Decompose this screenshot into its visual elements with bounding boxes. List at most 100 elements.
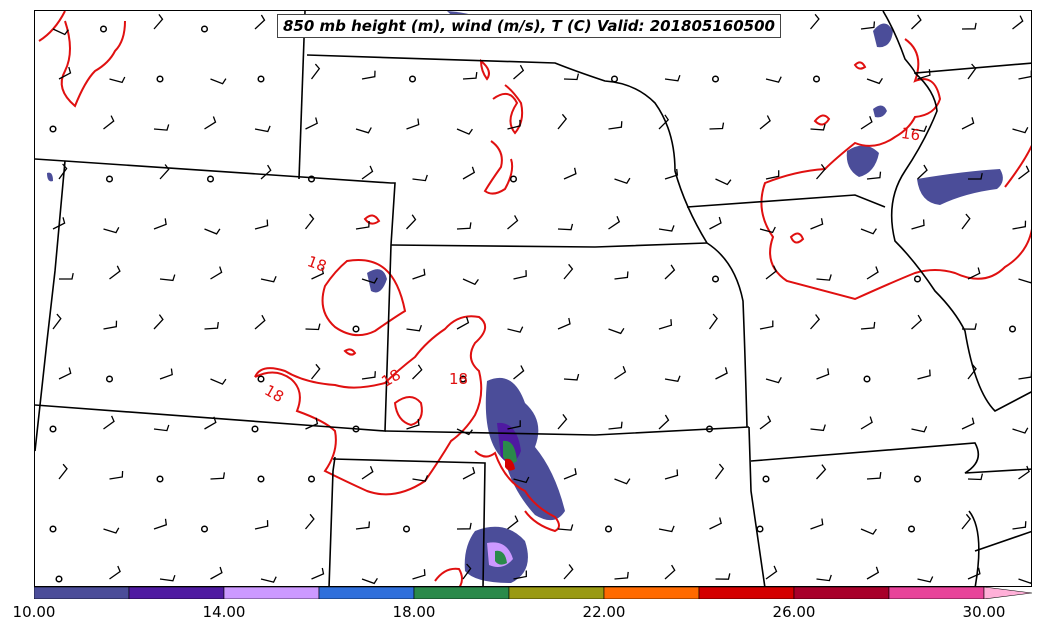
contour-okla xyxy=(474,450,560,533)
wind-barb xyxy=(462,72,478,80)
boundary-line xyxy=(384,426,750,436)
wind-barb xyxy=(462,466,476,480)
wind-barb xyxy=(658,414,670,430)
wind-barb xyxy=(159,274,176,282)
wind-barb xyxy=(412,268,426,280)
wind-barb xyxy=(664,375,681,383)
wind-barb xyxy=(310,63,321,80)
wind-barb xyxy=(967,473,984,481)
wind-barb xyxy=(614,571,629,580)
wind-barb xyxy=(608,215,621,230)
contour-16 xyxy=(760,38,1031,301)
wind-barb xyxy=(557,223,574,231)
calm-markers xyxy=(49,25,1017,583)
contour-ne2 xyxy=(492,84,524,135)
shade-blob xyxy=(485,377,565,521)
wind-barb xyxy=(866,566,880,580)
wind-barb xyxy=(860,21,876,30)
wind-barb xyxy=(563,468,577,480)
wind-barb xyxy=(810,424,826,432)
wind-barb xyxy=(153,218,167,230)
wind-barb xyxy=(355,127,372,134)
wind-barb xyxy=(153,314,164,330)
wind-barb xyxy=(406,118,420,130)
wind-barb xyxy=(58,463,68,480)
wind-barb xyxy=(59,272,74,280)
calm-wind-marker xyxy=(206,175,215,183)
wind-barb xyxy=(513,365,525,380)
wind-barb xyxy=(204,228,221,235)
wind-barb xyxy=(664,168,679,180)
wind-barb xyxy=(765,76,782,83)
wind-barb xyxy=(361,165,374,180)
boundary-line xyxy=(332,458,486,586)
wind-barb xyxy=(961,117,975,130)
wind-barb xyxy=(1018,578,1031,584)
wind-barb xyxy=(810,518,824,530)
boundary-line xyxy=(35,158,396,432)
wind-barb xyxy=(58,163,68,180)
wind-barb xyxy=(1012,126,1029,134)
calm-wind-marker xyxy=(863,375,871,383)
wind-barb xyxy=(708,313,718,330)
wind-barb xyxy=(58,367,72,380)
wind-barb xyxy=(709,216,722,230)
wind-barb xyxy=(305,417,319,430)
contour-18-main xyxy=(321,259,407,337)
shade-blob xyxy=(367,269,387,293)
wind-barb xyxy=(866,171,882,180)
calm-wind-marker xyxy=(711,275,720,283)
calm-wind-marker xyxy=(762,475,770,483)
shade-blob xyxy=(873,105,887,118)
wind-barb xyxy=(816,274,832,281)
wind-barb xyxy=(355,220,370,230)
wind-barb xyxy=(714,463,725,480)
wind-barb xyxy=(917,369,931,380)
shade-blob xyxy=(917,169,1003,205)
calm-wind-marker xyxy=(610,75,619,83)
map-canvas: 18 18 18 18 16 xyxy=(35,11,1031,586)
boundary-line xyxy=(35,160,66,452)
wind-barb xyxy=(765,376,782,384)
contour-bottom xyxy=(434,567,463,586)
wind-barb xyxy=(153,424,170,432)
wind-barb xyxy=(1018,278,1031,284)
boundary-line xyxy=(306,54,708,244)
contour-north2 xyxy=(60,20,126,108)
wind-barb xyxy=(153,14,164,30)
calm-wind-marker xyxy=(307,475,316,483)
wind-barb xyxy=(305,323,321,331)
wind-barb xyxy=(254,14,266,30)
shade-blob xyxy=(505,458,515,471)
wind-barb xyxy=(254,520,269,530)
contour-north xyxy=(38,11,66,42)
wind-barb xyxy=(103,115,115,130)
calm-wind-marker xyxy=(913,475,922,483)
colorbar-tick-label: 14.00 xyxy=(202,603,246,621)
wind-barb xyxy=(204,416,217,430)
colorbar-segment xyxy=(128,587,225,599)
calm-wind-marker xyxy=(756,525,764,533)
colorbar-segment xyxy=(793,587,890,599)
wind-barb xyxy=(361,277,378,284)
wind-barb xyxy=(557,414,568,430)
wind-barb xyxy=(614,177,631,184)
calm-wind-marker xyxy=(99,25,108,33)
colorbar-segment xyxy=(413,587,510,599)
reflectivity-shading xyxy=(47,11,1003,583)
colorbar-tick-label: 10.00 xyxy=(12,603,56,621)
wind-barb xyxy=(917,576,934,583)
map-frame: 18 18 18 18 16 xyxy=(34,10,1032,587)
wind-barb xyxy=(765,565,778,580)
wind-barb xyxy=(58,66,72,80)
wind-barb xyxy=(917,69,931,80)
wind-barb xyxy=(967,363,977,380)
wind-barb xyxy=(967,63,977,80)
colorbar-segment xyxy=(603,587,700,599)
wind-barb xyxy=(860,321,876,330)
wind-barb xyxy=(816,464,827,480)
calm-wind-marker xyxy=(257,75,265,83)
wind-barb xyxy=(911,14,922,30)
wind-barb xyxy=(513,270,527,280)
wind-barb xyxy=(406,324,423,332)
